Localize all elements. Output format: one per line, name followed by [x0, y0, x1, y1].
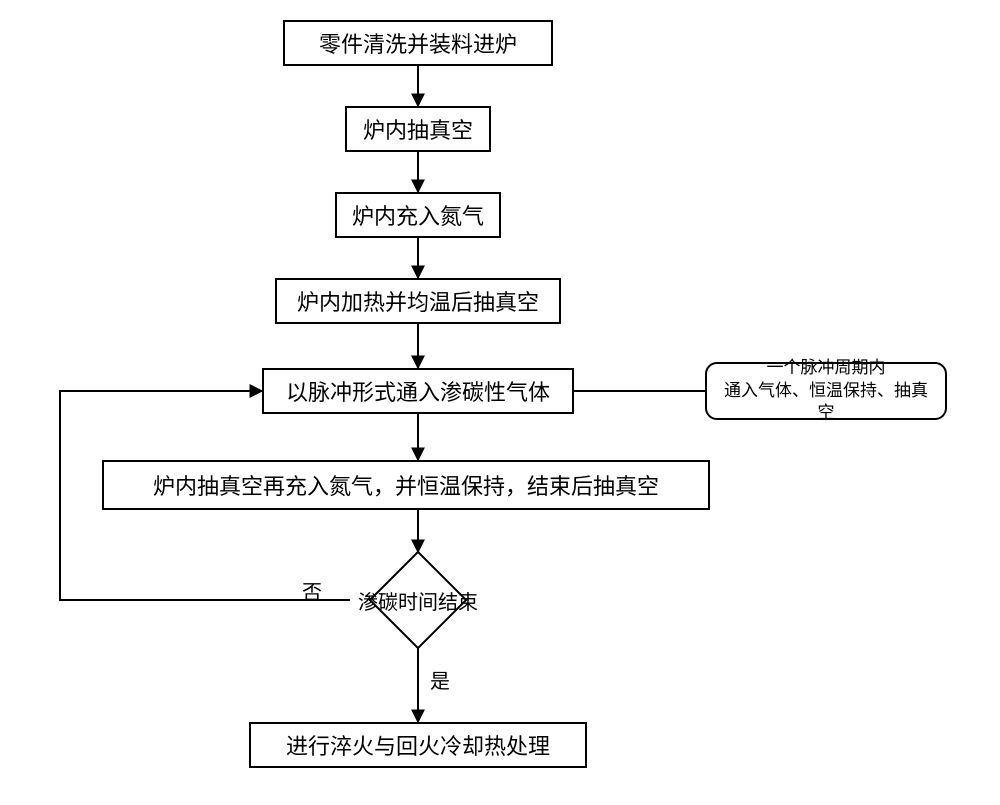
note-line-2: 通入气体、恒温保持、抽真空 [717, 380, 935, 426]
step-label: 进行淬火与回火冷却热处理 [286, 729, 550, 761]
step-label: 以脉冲形式通入渗碳性气体 [286, 375, 550, 407]
process-step-7: 进行淬火与回火冷却热处理 [249, 722, 587, 768]
step-label: 炉内充入氮气 [352, 199, 484, 231]
process-step-2: 炉内抽真空 [345, 106, 491, 152]
step-label: 炉内加热并均温后抽真空 [297, 285, 539, 317]
step-label: 零件清洗并装料进炉 [319, 27, 517, 59]
step-label: 炉内抽真空 [363, 113, 473, 145]
process-step-1: 零件清洗并装料进炉 [283, 20, 553, 66]
process-step-3: 炉内充入氮气 [335, 192, 501, 238]
edge-label-yes: 是 [430, 665, 450, 694]
process-step-6: 炉内抽真空再充入氮气，并恒温保持，结束后抽真空 [102, 460, 710, 510]
process-step-4: 炉内加热并均温后抽真空 [275, 278, 561, 324]
note-line-1: 一个脉冲周期内 [767, 357, 886, 380]
step-label: 炉内抽真空再充入氮气，并恒温保持，结束后抽真空 [153, 469, 659, 501]
process-step-5: 以脉冲形式通入渗碳性气体 [262, 368, 574, 414]
decision-label: 渗碳时间结束 [358, 586, 478, 615]
annotation-note: 一个脉冲周期内 通入气体、恒温保持、抽真空 [705, 362, 947, 420]
decision-carburize-time: 渗碳时间结束 [350, 552, 486, 648]
edge-label-no: 否 [302, 576, 322, 605]
